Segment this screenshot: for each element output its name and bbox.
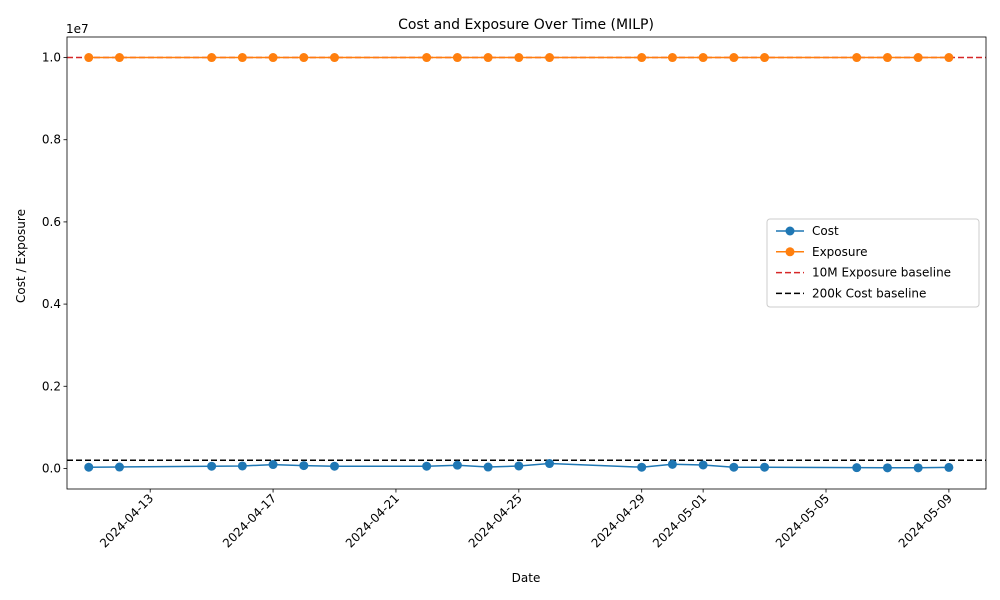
- legend-label-10m-exposure-baseline: 10M Exposure baseline: [812, 266, 951, 280]
- data-point-cost: [207, 461, 217, 471]
- plot-frame: [66, 36, 987, 490]
- legend-label-cost: Cost: [812, 224, 839, 238]
- y-tick-label: 0.0: [42, 461, 61, 475]
- data-point-cost: [667, 459, 677, 469]
- data-point-exposure: [268, 53, 278, 63]
- data-point-exposure: [729, 53, 739, 63]
- data-point-exposure: [760, 53, 770, 63]
- data-point-cost: [483, 462, 493, 472]
- x-tick-label: 2024-04-25: [466, 491, 525, 550]
- data-point-exposure: [852, 53, 862, 63]
- y-tick-label: 1.0: [42, 51, 61, 65]
- x-axis-label: Date: [512, 571, 541, 585]
- data-point-exposure: [483, 53, 493, 63]
- data-point-cost: [882, 463, 892, 473]
- legend-frame: [766, 218, 980, 308]
- data-point-cost: [913, 463, 923, 473]
- y-axis-offset-label: 1e7: [66, 22, 89, 36]
- legend-marker-exposure: [785, 247, 795, 257]
- data-point-cost: [760, 462, 770, 472]
- y-tick-label: 0.8: [42, 133, 61, 147]
- data-point-exposure: [237, 53, 247, 63]
- data-point-cost: [237, 461, 247, 471]
- data-point-exposure: [422, 53, 432, 63]
- data-point-cost: [852, 463, 862, 473]
- data-point-cost: [299, 461, 309, 471]
- y-tick-label: 0.6: [42, 215, 61, 229]
- data-point-cost: [268, 460, 278, 470]
- data-point-exposure: [84, 53, 94, 63]
- data-point-cost: [729, 462, 739, 472]
- data-point-exposure: [299, 53, 309, 63]
- data-point-exposure: [667, 53, 677, 63]
- data-point-exposure: [330, 53, 340, 63]
- x-tick-label: 2024-04-17: [220, 491, 279, 550]
- data-point-cost: [698, 460, 708, 470]
- data-point-exposure: [514, 53, 524, 63]
- data-point-cost: [637, 462, 647, 472]
- data-point-cost: [330, 461, 340, 471]
- legend-label-exposure: Exposure: [812, 245, 868, 259]
- data-point-cost: [944, 462, 954, 472]
- x-tick-label: 2024-04-29: [589, 491, 648, 550]
- data-point-exposure: [698, 53, 708, 63]
- data-point-cost: [114, 462, 124, 472]
- x-tick-label: 2024-04-13: [97, 491, 156, 550]
- x-tick-label: 2024-05-09: [896, 491, 955, 550]
- data-point-exposure: [452, 53, 462, 63]
- data-point-exposure: [545, 53, 555, 63]
- data-point-exposure: [114, 53, 124, 63]
- data-point-exposure: [913, 53, 923, 63]
- data-point-cost: [84, 462, 94, 472]
- chart-title: Cost and Exposure Over Time (MILP): [398, 17, 654, 33]
- data-point-exposure: [882, 53, 892, 63]
- data-point-exposure: [944, 53, 954, 63]
- legend-label-200k-cost-baseline: 200k Cost baseline: [812, 286, 926, 300]
- data-point-cost: [545, 459, 555, 469]
- legend-marker-cost: [785, 226, 795, 236]
- y-tick-label: 0.4: [42, 297, 61, 311]
- y-axis-label: Cost / Exposure: [14, 209, 28, 303]
- x-tick-label: 2024-05-05: [773, 491, 832, 550]
- data-point-cost: [514, 461, 524, 471]
- x-tick-label: 2024-05-01: [650, 491, 709, 550]
- data-point-exposure: [637, 53, 647, 63]
- y-tick-label: 0.2: [42, 379, 61, 393]
- data-point-cost: [452, 460, 462, 470]
- data-point-exposure: [207, 53, 217, 63]
- data-point-cost: [422, 461, 432, 471]
- legend: Cost Exposure 10M Exposure baseline 200k Co…: [766, 218, 980, 308]
- x-tick-label: 2024-04-21: [343, 491, 402, 550]
